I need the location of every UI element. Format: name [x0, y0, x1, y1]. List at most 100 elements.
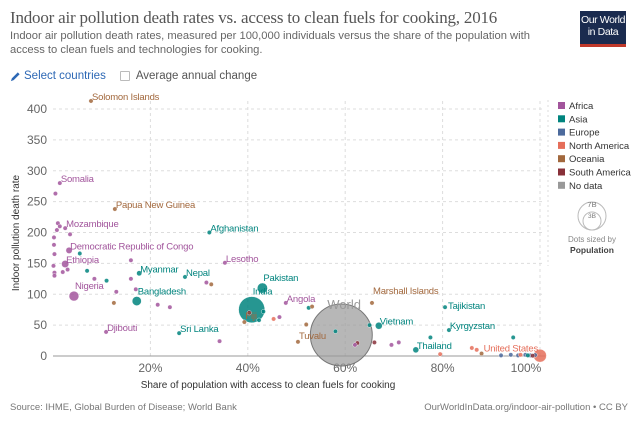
size-legend-large-label: 7B — [587, 200, 596, 209]
data-point — [352, 342, 358, 348]
point-label: Nigeria — [75, 281, 105, 292]
data-point — [446, 327, 452, 333]
y-tick-label: 50 — [34, 318, 48, 332]
data-point — [104, 278, 109, 284]
point-label: Kyrgyzstan — [450, 321, 495, 332]
point-label: Nepal — [186, 268, 210, 279]
pencil-icon — [10, 71, 20, 81]
data-point — [469, 345, 475, 351]
data-point — [128, 257, 134, 263]
data-point — [309, 304, 315, 309]
point-label: Bangladesh — [138, 286, 186, 297]
data-point — [525, 352, 531, 358]
average-annual-change-checkbox[interactable] — [119, 71, 130, 81]
point-label: Afghanistan — [210, 224, 258, 235]
data-point — [389, 342, 394, 348]
legend-item-label: Oceania — [569, 154, 605, 165]
point-label: Pakistan — [263, 273, 298, 284]
y-tick-label: 100 — [27, 287, 47, 301]
point-label: Vietnam — [380, 317, 414, 328]
data-point — [303, 322, 309, 327]
data-point — [222, 260, 228, 266]
data-point — [53, 191, 58, 196]
data-point — [65, 247, 73, 254]
data-point — [309, 303, 373, 367]
data-point — [91, 276, 97, 282]
point-label: Papua New Guinea — [116, 200, 196, 211]
data-point — [84, 268, 90, 274]
point-label: World — [327, 297, 361, 312]
legend-item-label: Europe — [569, 128, 600, 139]
point-label: United States — [484, 344, 539, 355]
owid-logo[interactable]: Our World in Data — [580, 11, 626, 47]
y-tick-label: 0 — [40, 349, 47, 363]
y-tick-label: 200 — [27, 226, 47, 240]
point-label: Fiji — [245, 311, 256, 322]
select-countries-button[interactable]: Select countries — [10, 70, 106, 82]
y-tick-label: 400 — [27, 102, 47, 116]
select-countries-label: Select countries — [24, 70, 106, 82]
data-point — [530, 353, 536, 359]
data-point — [372, 340, 377, 345]
average-annual-change-label: Average annual change — [135, 70, 258, 82]
logo-text: Our World in Data — [580, 14, 626, 38]
data-point — [208, 281, 214, 287]
data-point — [369, 300, 375, 306]
legend-item-label: No data — [569, 181, 603, 192]
data-point — [271, 316, 277, 322]
chart-controls: Select countries Average annual change — [10, 70, 257, 82]
legend-swatch — [558, 128, 565, 136]
y-tick-label: 250 — [27, 195, 47, 209]
data-point — [474, 347, 480, 353]
chart-title: Indoor air pollution death rates vs. acc… — [10, 8, 498, 27]
data-point — [57, 180, 63, 186]
data-point — [479, 351, 484, 356]
x-tick-label: 80% — [431, 361, 455, 375]
data-point — [437, 351, 443, 357]
data-point — [128, 276, 134, 282]
x-tick-label: 20% — [138, 361, 162, 375]
y-tick-label: 350 — [27, 133, 47, 147]
data-point — [61, 260, 70, 268]
data-point — [176, 330, 182, 336]
point-label: India — [253, 287, 274, 298]
data-point — [498, 352, 504, 358]
data-point — [182, 274, 188, 280]
data-point — [54, 227, 60, 233]
data-point — [133, 286, 139, 292]
point-label: Angola — [287, 294, 316, 305]
data-point — [51, 263, 56, 269]
average-annual-change-toggle[interactable]: Average annual change — [119, 70, 258, 82]
legend-swatch — [558, 181, 565, 189]
point-label: Mozambique — [66, 219, 118, 230]
point-label: Thailand — [417, 341, 452, 352]
data-point — [51, 235, 57, 240]
x-axis-label: Share of population with access to clean… — [141, 380, 396, 391]
data-point — [113, 289, 119, 295]
data-point — [260, 309, 266, 314]
data-point — [51, 242, 57, 248]
data-point — [103, 329, 109, 335]
point-label: Tajikistan — [448, 301, 485, 312]
data-point — [167, 304, 173, 310]
point-label: Myanmar — [140, 264, 178, 275]
point-label: Solomon Islands — [92, 92, 160, 103]
point-label: Tuvalu — [299, 331, 326, 342]
data-point — [375, 322, 383, 330]
data-point — [508, 352, 514, 358]
data-point — [88, 98, 94, 104]
data-point — [295, 339, 301, 345]
source-url-link[interactable]: OurWorldInData.org/indoor-air-pollution … — [424, 402, 628, 413]
data-point — [442, 304, 448, 310]
data-point — [136, 270, 143, 277]
data-point — [206, 230, 212, 235]
legend-item-label: North America — [569, 141, 630, 152]
size-legend-caption: Dots sized by — [568, 235, 616, 244]
point-label: Democratic Republic of Congo — [70, 241, 193, 252]
legend-swatch — [558, 141, 565, 149]
data-point — [428, 335, 433, 340]
data-point — [155, 302, 161, 308]
size-legend-variable: Population — [570, 245, 614, 255]
data-point — [62, 225, 68, 231]
